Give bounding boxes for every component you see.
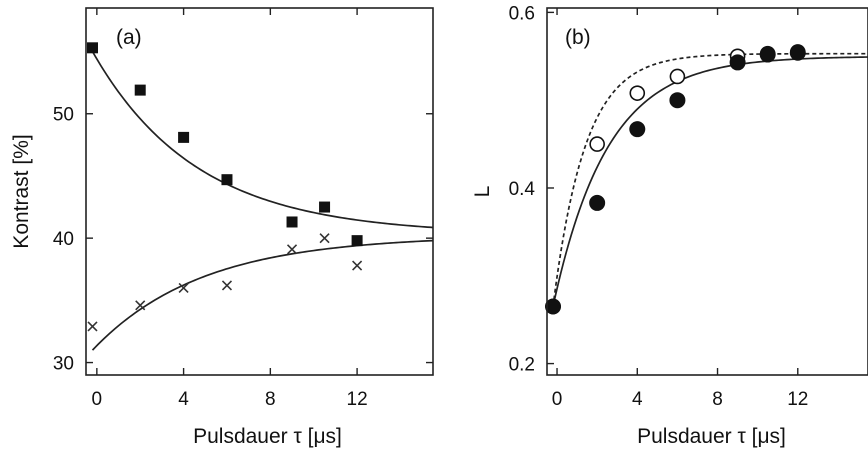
a-cross-point — [319, 233, 330, 244]
b-open-circle-point — [669, 68, 686, 85]
a-square-point — [319, 201, 331, 213]
panel-b: 0 4 8 12 0.2 0.4 0.6 (b) Pulsdauer τ [μs] L — [471, 3, 868, 448]
a-fit-curve-solid — [91, 239, 434, 351]
a-y-axis-label: Kontrast [%] — [10, 134, 33, 248]
b-ticks: 0 4 8 12 0.2 0.4 0.6 — [509, 3, 809, 410]
a-y-tick-label: 50 — [53, 105, 74, 126]
b-x-axis-label: Pulsdauer τ [μs] — [637, 425, 786, 448]
b-y-tick-label: 0.6 — [509, 3, 535, 24]
a-square-point — [178, 131, 190, 143]
a-cross-point — [286, 244, 298, 255]
a-ticks: 0 4 8 12 30 40 50 — [53, 8, 433, 410]
a-y-tick-label: 30 — [53, 354, 74, 375]
b-x-tick-label: 12 — [787, 389, 808, 410]
a-fit-curve-solid — [91, 51, 434, 229]
b-filled-circle-point — [729, 54, 746, 71]
b-filled-circle-point — [629, 121, 646, 138]
a-x-tick-label: 12 — [347, 389, 368, 410]
b-filled-circle-point — [589, 194, 606, 211]
b-fit-curve-dashed — [552, 52, 868, 307]
a-cross-point — [352, 260, 363, 271]
a-square-point — [286, 216, 298, 228]
b-x-tick-label: 4 — [632, 389, 643, 410]
a-data-points — [87, 42, 363, 332]
b-panel-label: (b) — [565, 26, 591, 49]
a-cross-point — [87, 321, 98, 332]
b-filled-circle-point — [759, 46, 776, 63]
panel-a: 0 4 8 12 30 40 50 (a) Pulsdauer τ [μs] Kontras… — [10, 7, 434, 448]
b-y-tick-label: 0.4 — [509, 179, 536, 200]
a-x-tick-label: 8 — [265, 389, 276, 410]
b-x-tick-label: 0 — [552, 389, 563, 410]
a-square-point — [221, 174, 233, 186]
a-x-axis-label: Pulsdauer τ [μs] — [193, 425, 342, 448]
b-fit-curve-solid — [552, 56, 868, 307]
b-filled-circle-point — [789, 44, 806, 61]
a-panel-label: (a) — [116, 26, 142, 49]
b-x-tick-label: 8 — [712, 389, 723, 410]
b-plot-frame — [546, 7, 868, 376]
a-cross-point — [135, 300, 146, 311]
a-y-tick-label: 40 — [53, 229, 74, 250]
a-square-point — [134, 84, 146, 96]
b-data-points — [545, 44, 806, 315]
b-open-circle-point — [589, 136, 605, 152]
a-square-point — [351, 235, 363, 247]
b-y-tick-label: 0.2 — [509, 355, 535, 376]
a-cross-point — [221, 280, 233, 291]
b-filled-circle-point — [669, 92, 686, 109]
b-filled-circle-point — [545, 298, 562, 315]
a-plot-frame — [85, 7, 434, 376]
a-square-point — [87, 42, 99, 54]
b-fit-curves — [552, 52, 868, 307]
a-cross-point — [178, 282, 189, 293]
a-x-tick-label: 0 — [92, 389, 103, 410]
b-open-circle-point — [629, 85, 646, 101]
a-fit-curves — [91, 51, 434, 351]
a-x-tick-label: 4 — [178, 389, 189, 410]
b-y-axis-label: L — [471, 186, 494, 198]
